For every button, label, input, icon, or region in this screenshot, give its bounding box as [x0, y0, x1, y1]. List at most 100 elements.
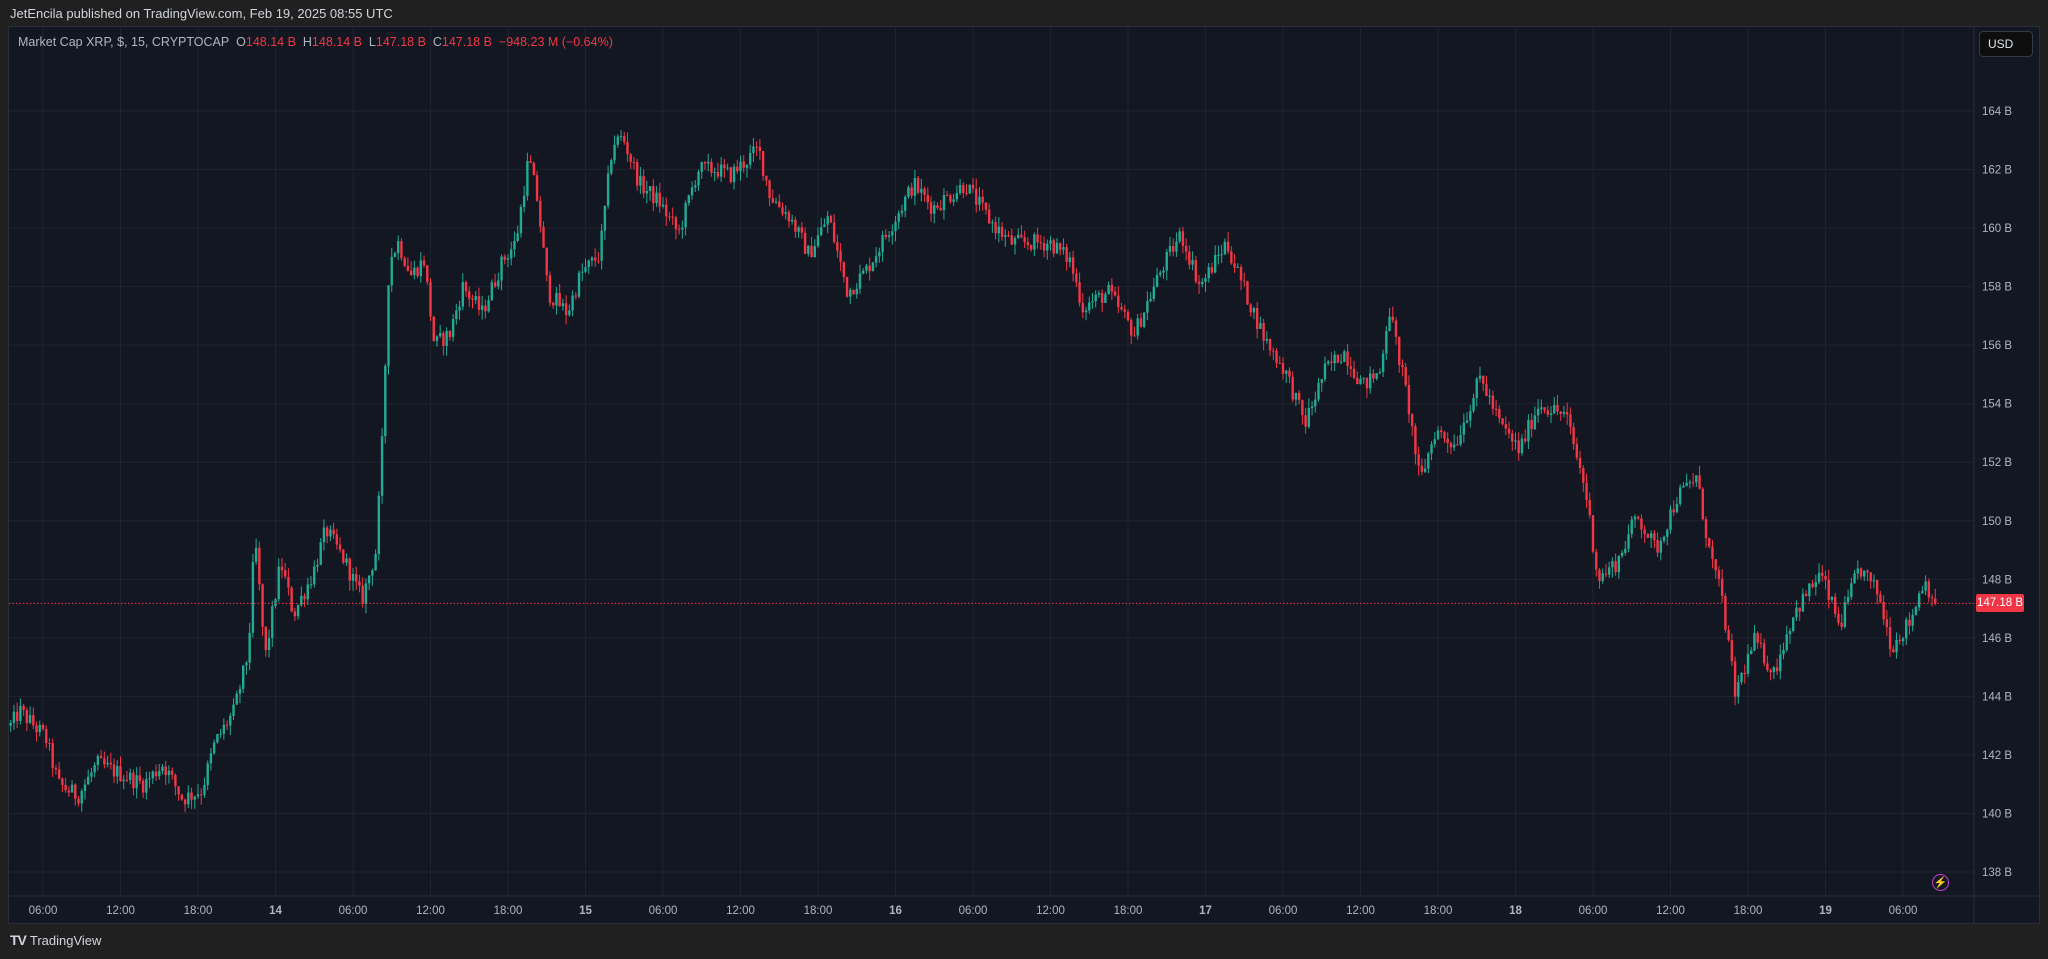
candle-body: [755, 146, 758, 148]
candle-body: [1368, 373, 1372, 389]
candle-body: [206, 763, 209, 786]
candle-body: [1362, 377, 1365, 379]
candle-body: [1469, 411, 1472, 421]
candle-body: [1029, 244, 1033, 250]
candle-body: [1640, 518, 1643, 530]
candle-body: [1917, 593, 1921, 608]
candle-body: [1440, 430, 1443, 433]
candle-body: [1678, 487, 1682, 504]
candle-body: [1055, 242, 1059, 254]
y-tick-label: 154 B: [1982, 399, 2012, 411]
x-tick-label: 18:00: [1424, 905, 1453, 917]
candle-body: [283, 570, 287, 577]
candle-body: [1191, 260, 1194, 265]
candle-body: [694, 185, 697, 188]
candle-body: [597, 260, 600, 262]
candle-body: [723, 164, 726, 168]
candle-body: [564, 303, 568, 315]
candle-body: [451, 319, 455, 337]
candle-body: [642, 176, 645, 194]
tradingview-logo-icon: TV: [10, 932, 27, 948]
candle-body: [367, 575, 371, 584]
candle-body: [1885, 619, 1889, 628]
price-axis[interactable]: 138 B 140 B 142 B 144 B 146 B 148 B 150 B 152 B…: [1982, 106, 2012, 879]
candle-body: [823, 224, 826, 227]
candle-body: [1404, 367, 1407, 385]
candle-body: [1142, 312, 1146, 327]
y-tick-label: 142 B: [1982, 750, 2012, 762]
candle-body: [500, 256, 503, 281]
candle-body: [1378, 372, 1382, 374]
candle-body: [361, 585, 364, 604]
footer-brand[interactable]: TV TradingView: [10, 932, 101, 948]
candle-body: [539, 200, 542, 227]
candle-body: [842, 261, 846, 277]
candle-body: [603, 205, 607, 231]
candle-body: [1449, 443, 1453, 448]
candle-body: [529, 161, 532, 164]
candle-body: [1511, 433, 1514, 442]
high-value: 148.14 B: [311, 35, 362, 49]
candle-body: [229, 715, 232, 726]
candle-body: [1549, 413, 1553, 415]
candle-body: [1762, 643, 1766, 664]
candle-body: [1427, 453, 1430, 469]
candle-body: [1372, 373, 1375, 379]
time-axis[interactable]: 06:00 12:00 18:00 14 06:00 12:00 18:00 15 06:00 1…: [29, 905, 1918, 917]
candle-body: [406, 265, 410, 271]
candle-body: [619, 136, 623, 138]
candle-body: [306, 584, 309, 600]
candle-body: [1062, 247, 1065, 250]
candle-body: [1753, 633, 1756, 651]
candle-body: [820, 226, 823, 236]
candle-body: [461, 282, 464, 307]
candle-body: [183, 799, 187, 805]
open-value: 148.14 B: [245, 35, 296, 49]
candle-body: [1391, 316, 1394, 321]
candle-body: [77, 798, 80, 804]
candle-body: [271, 606, 274, 638]
candle-body: [161, 766, 164, 771]
candle-body: [1934, 598, 1937, 604]
candle-body: [703, 162, 707, 164]
candle-body: [1927, 581, 1931, 598]
chart-frame[interactable]: [8, 26, 2040, 924]
candle-body: [1039, 242, 1043, 244]
candle-body: [245, 662, 248, 666]
candle-body: [1423, 468, 1427, 472]
candle-body: [45, 729, 48, 743]
candle-body: [1572, 427, 1575, 445]
candle-body: [1827, 579, 1830, 600]
candle-body: [1814, 582, 1818, 588]
candle-body: [674, 217, 678, 230]
candle-body: [435, 336, 439, 342]
candle-body: [903, 196, 907, 211]
candle-body: [200, 794, 203, 796]
candle-body: [219, 733, 222, 735]
candle-body: [141, 780, 145, 793]
candle-body: [128, 772, 132, 780]
candle-body: [303, 595, 306, 600]
candle-body: [1291, 376, 1294, 400]
candle-body: [458, 306, 461, 311]
candle-body: [816, 235, 820, 247]
candle-body: [1223, 241, 1227, 255]
candle-body: [1530, 419, 1533, 430]
candle-body: [1798, 607, 1801, 612]
symbol-name[interactable]: Market Cap XRP, $, 15, CRYPTOCAP: [18, 35, 230, 49]
candle-body: [781, 207, 784, 214]
x-tick-label: 06:00: [649, 905, 678, 917]
candle-body: [151, 771, 154, 779]
lightning-icon[interactable]: ⚡: [1932, 874, 1949, 891]
candle-body: [862, 270, 865, 274]
y-tick-label: 164 B: [1982, 106, 2012, 118]
candle-body: [1007, 235, 1010, 237]
candle-body: [1452, 444, 1456, 448]
candle-body: [1172, 246, 1175, 252]
currency-button[interactable]: USD: [1979, 31, 2033, 57]
candle-body: [1162, 270, 1165, 273]
candle-body: [1843, 602, 1847, 627]
candle-body: [1049, 240, 1052, 244]
candle-body: [1388, 316, 1391, 331]
